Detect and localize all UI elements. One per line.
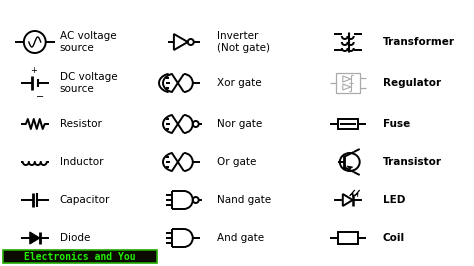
Text: Coil: Coil xyxy=(383,233,405,243)
Text: Diode: Diode xyxy=(60,233,90,243)
Polygon shape xyxy=(30,232,40,244)
Text: LED: LED xyxy=(383,195,405,205)
Bar xyxy=(336,73,360,93)
Text: Inductor: Inductor xyxy=(60,157,103,167)
Polygon shape xyxy=(347,166,353,169)
Text: Capacitor: Capacitor xyxy=(60,195,110,205)
Bar xyxy=(338,119,358,129)
Bar xyxy=(338,232,358,244)
Text: Regulator: Regulator xyxy=(383,78,441,88)
Text: Nor gate: Nor gate xyxy=(217,119,262,129)
Text: Or gate: Or gate xyxy=(217,157,256,167)
Text: DC voltage
source: DC voltage source xyxy=(60,72,117,94)
Text: −: − xyxy=(36,92,44,102)
Text: And gate: And gate xyxy=(217,233,264,243)
Text: Electronics and You: Electronics and You xyxy=(24,251,136,261)
Text: Inverter
(Not gate): Inverter (Not gate) xyxy=(217,31,270,53)
Text: Xor gate: Xor gate xyxy=(217,78,261,88)
Text: Fuse: Fuse xyxy=(383,119,410,129)
Text: Transformer: Transformer xyxy=(383,37,455,47)
Text: Nand gate: Nand gate xyxy=(217,195,271,205)
Text: +: + xyxy=(30,66,37,75)
Bar xyxy=(3,250,157,263)
Text: AC voltage
source: AC voltage source xyxy=(60,31,116,53)
Text: Resistor: Resistor xyxy=(60,119,101,129)
Text: Transistor: Transistor xyxy=(383,157,442,167)
